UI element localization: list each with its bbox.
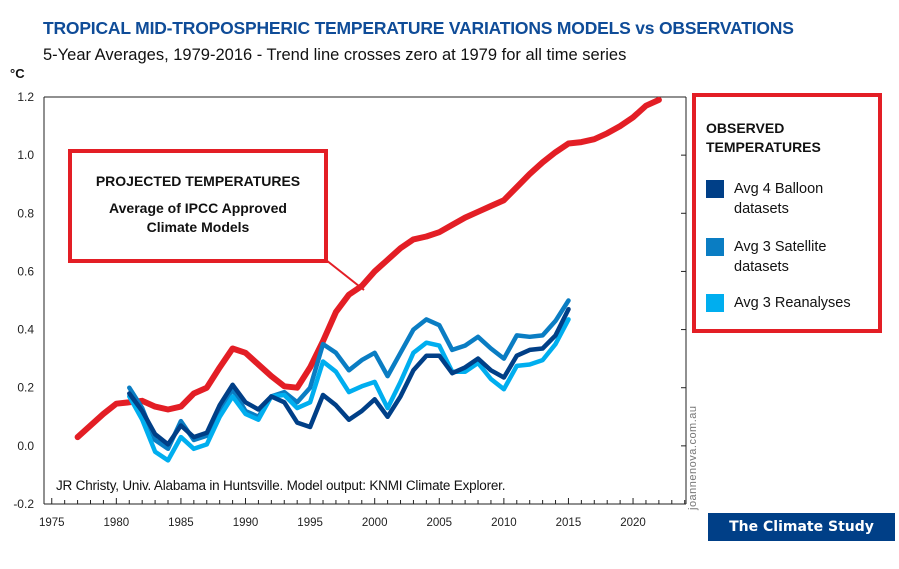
legend: OBSERVED TEMPERATURES Avg 4 Balloon data… [692, 93, 882, 333]
x-tick-label: 2010 [491, 517, 517, 529]
annotation-leader-line [325, 259, 365, 291]
legend-title: OBSERVED TEMPERATURES [706, 120, 821, 155]
legend-item-satellite: Avg 3 Satellite datasets [706, 237, 874, 277]
chart-plot: -0.2 0.0 0.2 0.4 0.6 0.8 1.0 1.2 1975 1980 1985 199… [13, 90, 687, 529]
legend-item-balloon: Avg 4 Balloon datasets [706, 179, 874, 219]
series-line-reanalyses [127, 317, 571, 463]
annotation-text: Average of IPCC Approved Climate Models [109, 200, 287, 235]
x-tick-label: 2005 [426, 517, 452, 529]
annotation-title: PROJECTED TEMPERATURES [95, 173, 301, 189]
legend-swatch [706, 238, 724, 256]
source-credit: JR Christy, Univ. Alabama in Huntsville.… [56, 478, 506, 493]
legend-label: Avg 3 Satellite datasets [734, 239, 827, 275]
y-tick-label: -0.2 [13, 497, 34, 511]
series-line-balloon [127, 306, 571, 447]
watermark: joannenova.com.au [687, 405, 699, 510]
y-tick-label: 0.2 [17, 381, 34, 395]
x-tick-label: 1985 [168, 517, 194, 529]
legend-label: Avg 4 Balloon datasets [734, 181, 824, 217]
series-line-models [74, 96, 662, 441]
x-tick-label: 1990 [233, 517, 259, 529]
chart-subtitle: 5-Year Averages, 1979-2016 - Trend line … [43, 46, 627, 64]
x-tick-label: 2000 [362, 517, 388, 529]
y-tick-label: 1.2 [17, 90, 34, 104]
legend-swatch [706, 294, 724, 312]
legend-swatch [706, 180, 724, 198]
x-tick-label: 2020 [620, 517, 646, 529]
y-axis-unit: °C [10, 66, 25, 81]
y-tick-label: 0.0 [17, 439, 34, 453]
legend-label: Avg 3 Reanalyses [734, 295, 851, 311]
chart-title: TROPICAL MID-TROPOSPHERIC TEMPERATURE VA… [43, 18, 794, 38]
x-tick-label: 2015 [556, 517, 582, 529]
y-tick-label: 0.4 [17, 323, 34, 337]
x-tick-label: 1980 [104, 517, 130, 529]
x-tick-label: 1995 [297, 517, 323, 529]
y-tick-label: 0.6 [17, 264, 34, 278]
series-line-satellite [127, 298, 571, 452]
y-tick-label: 0.8 [17, 206, 34, 220]
legend-item-reanalyses: Avg 3 Reanalyses [706, 293, 874, 313]
x-tick-label: 1975 [39, 517, 65, 529]
projected-annotation-box: PROJECTED TEMPERATURES Average of IPCC A… [68, 149, 328, 263]
logo: The Climate Study Group [708, 513, 895, 563]
y-tick-label: 1.0 [17, 148, 34, 162]
